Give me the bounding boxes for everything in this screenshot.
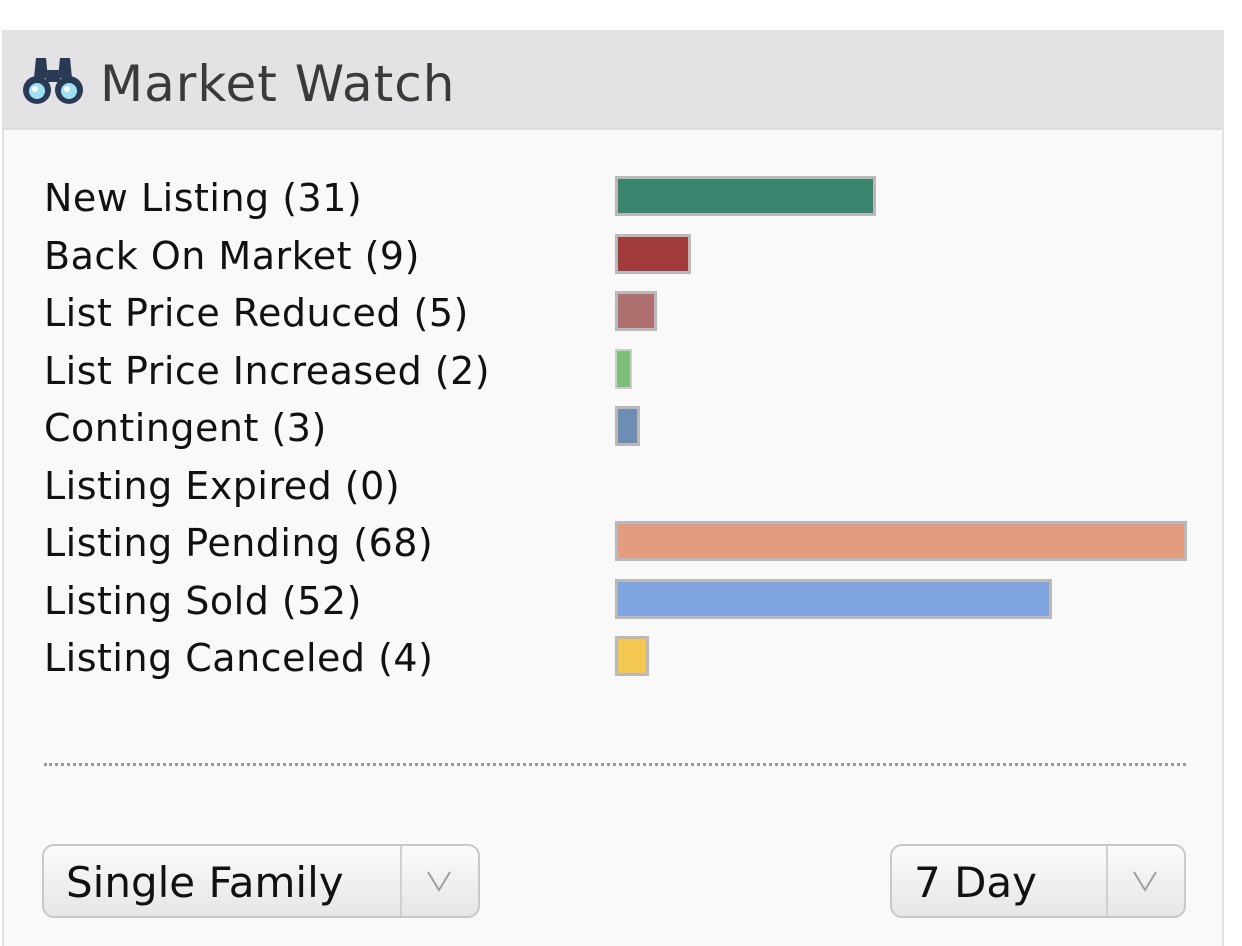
property-type-select[interactable]: Single Family <box>42 844 480 918</box>
bar-label: Listing Expired (0) <box>44 463 401 508</box>
chart-row: New Listing (31) <box>4 170 1222 226</box>
chart-row: Listing Expired (0) <box>4 458 1222 514</box>
market-watch-widget: Market Watch New Listing (31) Back On Mar… <box>2 30 1224 946</box>
binoculars-icon <box>23 58 83 104</box>
widget-header: Market Watch <box>4 32 1222 130</box>
bar-label: List Price Reduced (5) <box>44 291 469 335</box>
bar <box>615 406 640 446</box>
bar-label: Listing Canceled (4) <box>44 636 434 680</box>
divider <box>44 763 1186 766</box>
bar <box>615 521 1187 561</box>
chart-row: List Price Reduced (5) <box>4 285 1222 341</box>
chevron-down-icon[interactable] <box>1106 846 1184 916</box>
chart-row: List Price Increased (2) <box>4 343 1222 399</box>
bar <box>615 578 1052 619</box>
chart-row: Listing Pending (68) <box>4 515 1222 571</box>
chart-row: Contingent (3) <box>4 400 1222 456</box>
bar <box>615 636 649 676</box>
bar-label: Listing Sold (52) <box>44 578 362 623</box>
bar-label: Listing Pending (68) <box>44 521 434 565</box>
period-value: 7 Day <box>914 858 1038 907</box>
bar <box>615 348 632 389</box>
chevron-down-icon[interactable] <box>400 846 478 916</box>
chart-row: Back On Market (9) <box>4 228 1222 284</box>
period-select[interactable]: 7 Day <box>890 844 1186 918</box>
bar-label: Back On Market (9) <box>44 233 420 278</box>
bar <box>615 291 657 331</box>
chart-row: Listing Canceled (4) <box>4 630 1222 686</box>
property-type-value: Single Family <box>66 858 344 907</box>
bar-label: Contingent (3) <box>44 406 327 450</box>
bar <box>615 176 876 216</box>
bar-label: List Price Increased (2) <box>44 348 491 393</box>
chart-row: Listing Sold (52) <box>4 573 1222 629</box>
widget-title: Market Watch <box>100 55 456 113</box>
bar-label: New Listing (31) <box>44 176 363 220</box>
bar <box>615 233 691 274</box>
